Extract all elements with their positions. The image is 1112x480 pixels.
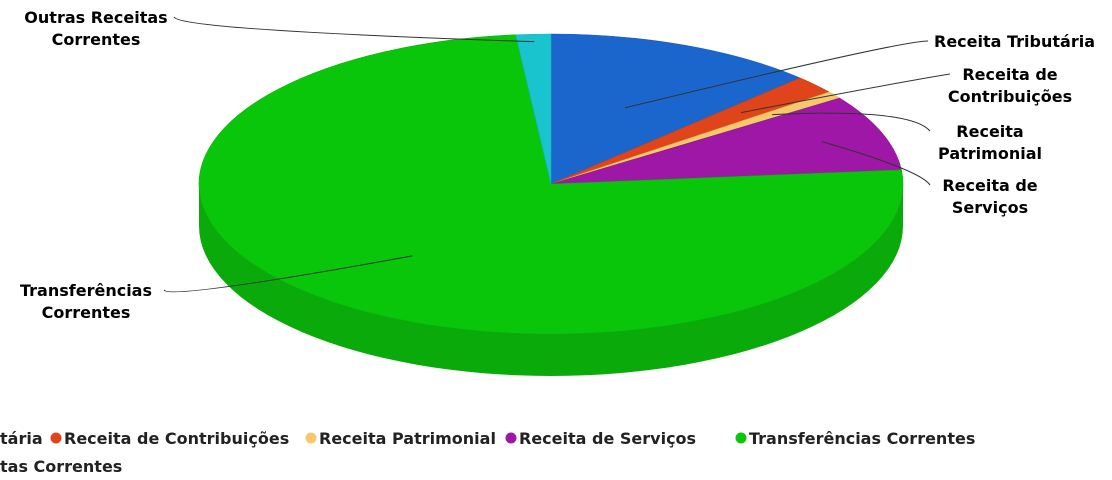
legend: tária Receita de Contribuições Receita Pat… bbox=[0, 429, 975, 476]
slice-label-transferencias-correntes: Transferências Correntes bbox=[20, 281, 152, 322]
slice-labels: Receita Tributária Receita de Contribuiçõe… bbox=[20, 8, 1095, 322]
leader-line-receita-de-contribuicoes bbox=[741, 73, 951, 114]
leader-line-receita-patrimonial bbox=[772, 112, 931, 132]
leader-lines bbox=[163, 16, 951, 293]
pie-sides bbox=[199, 184, 903, 376]
legend-swatch-receita-patrimonial bbox=[305, 432, 317, 444]
leader-line-receita-tributaria bbox=[624, 40, 929, 109]
slice-label-receita-patrimonial: Receita Patrimonial bbox=[938, 122, 1042, 163]
pie-top bbox=[198, 33, 904, 335]
leader-line-outras-receitas-correntes bbox=[173, 16, 535, 43]
legend-label-receita-tributaria: tária bbox=[0, 429, 43, 448]
pie-side-transferencias-correntes bbox=[199, 184, 903, 376]
legend-swatch-receita-de-servicos bbox=[505, 432, 517, 444]
legend-label-receita-patrimonial: Receita Patrimonial bbox=[319, 429, 496, 448]
leader-line-receita-de-servicos bbox=[821, 141, 931, 186]
legend-swatch-receita-de-contribuicoes bbox=[50, 432, 62, 444]
legend-label-receita-de-contribuicoes: Receita de Contribuições bbox=[64, 429, 289, 448]
legend-label-transferencias-correntes: Transferências Correntes bbox=[749, 429, 975, 448]
slice-label-receita-de-servicos: Receita de Serviços bbox=[942, 176, 1037, 217]
leader-line-transferencias-correntes bbox=[163, 255, 413, 293]
legend-label-outras-receitas-correntes: tas Correntes bbox=[0, 457, 122, 476]
legend-swatch-transferencias-correntes bbox=[735, 432, 747, 444]
pie-slice-transferencias-correntes bbox=[198, 34, 904, 335]
slice-label-receita-tributaria: Receita Tributária bbox=[934, 32, 1095, 51]
pie-slice-outras-receitas-correntes bbox=[515, 33, 552, 185]
slice-label-receita-de-contribuicoes: Receita de Contribuições bbox=[948, 65, 1072, 106]
pie-slice-receita-de-servicos bbox=[550, 97, 902, 185]
legend-label-receita-de-servicos: Receita de Serviços bbox=[519, 429, 696, 448]
slice-label-outras-receitas-correntes: Outras Receitas Correntes bbox=[24, 8, 167, 49]
